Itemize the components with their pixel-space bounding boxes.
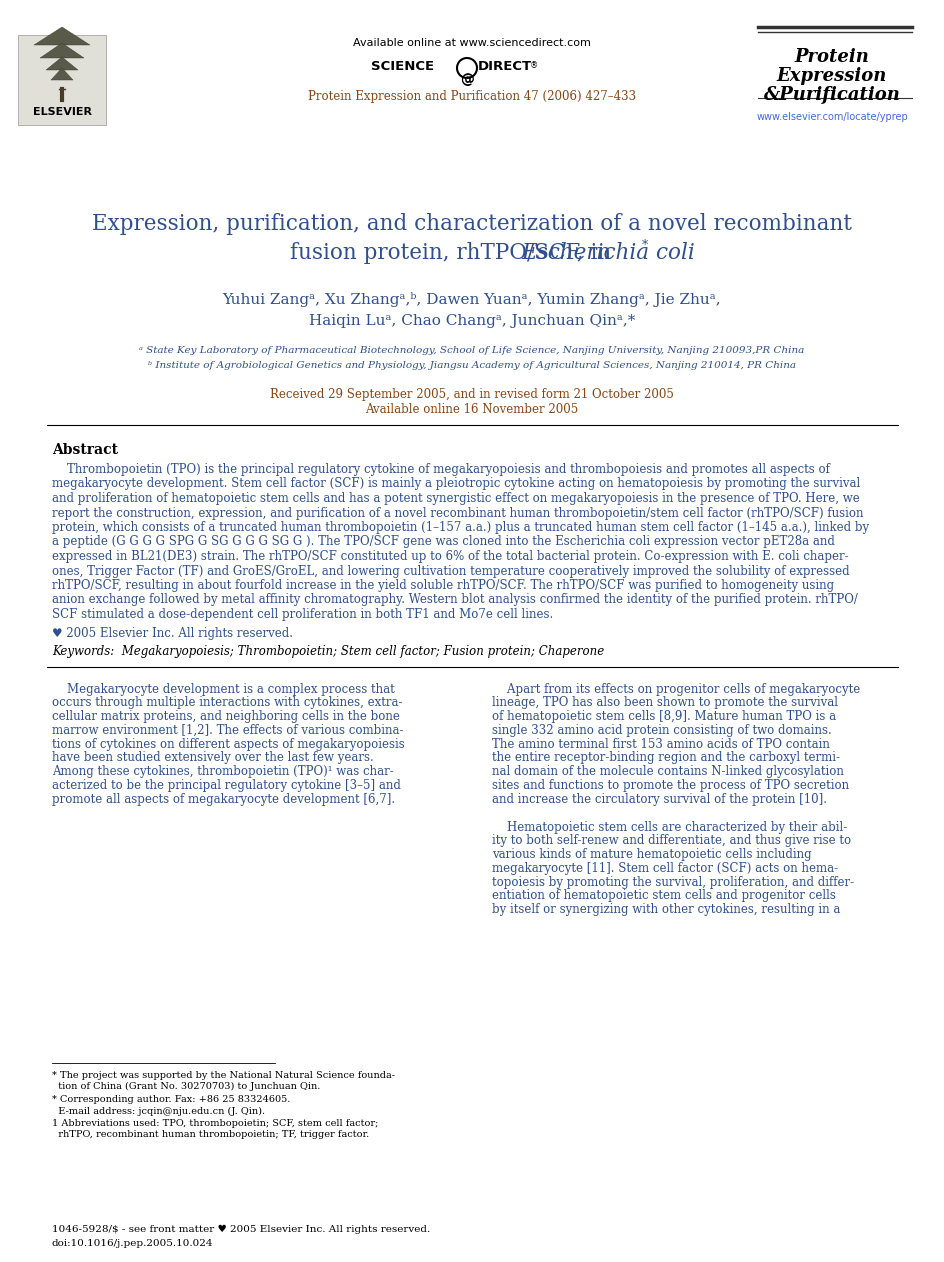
Text: a peptide (G G G G SPG G SG G G G SG G ). The TPO/SCF gene was cloned into the E: a peptide (G G G G SPG G SG G G G SG G )…	[52, 535, 834, 549]
Text: Among these cytokines, thrombopoietin (TPO)¹ was char-: Among these cytokines, thrombopoietin (T…	[52, 765, 394, 779]
Text: by itself or synergizing with other cytokines, resulting in a: by itself or synergizing with other cyto…	[492, 904, 839, 916]
Text: report the construction, expression, and purification of a novel recombinant hum: report the construction, expression, and…	[52, 506, 863, 520]
Text: *: *	[641, 239, 647, 252]
Text: Thrombopoietin (TPO) is the principal regulatory cytokine of megakaryopoiesis an: Thrombopoietin (TPO) is the principal re…	[52, 463, 829, 476]
Text: topoiesis by promoting the survival, proliferation, and differ-: topoiesis by promoting the survival, pro…	[492, 876, 853, 888]
Text: anion exchange followed by metal affinity chromatography. Western blot analysis : anion exchange followed by metal affinit…	[52, 593, 857, 607]
Text: the entire receptor-binding region and the carboxyl termi-: the entire receptor-binding region and t…	[492, 751, 839, 765]
Text: acterized to be the principal regulatory cytokine [3–5] and: acterized to be the principal regulatory…	[52, 779, 400, 793]
Text: 1 Abbreviations used: TPO, thrombopoietin; SCF, stem cell factor;: 1 Abbreviations used: TPO, thrombopoieti…	[52, 1119, 378, 1128]
Polygon shape	[51, 68, 73, 80]
Text: tion of China (Grant No. 30270703) to Junchuan Qin.: tion of China (Grant No. 30270703) to Ju…	[52, 1082, 320, 1092]
Text: fusion protein, rhTPO/SCF, in: fusion protein, rhTPO/SCF, in	[290, 242, 618, 264]
Text: Megakaryocyte development is a complex process that: Megakaryocyte development is a complex p…	[52, 683, 395, 695]
Text: 1046-5928/$ - see front matter ♥ 2005 Elsevier Inc. All rights reserved.: 1046-5928/$ - see front matter ♥ 2005 El…	[52, 1225, 430, 1234]
Text: SCIENCE: SCIENCE	[370, 61, 433, 73]
Text: Available online at www.sciencedirect.com: Available online at www.sciencedirect.co…	[353, 38, 590, 48]
Polygon shape	[34, 27, 90, 45]
Text: entiation of hematopoietic stem cells and progenitor cells: entiation of hematopoietic stem cells an…	[492, 890, 835, 902]
Text: E-mail address: jcqin@nju.edu.cn (J. Qin).: E-mail address: jcqin@nju.edu.cn (J. Qin…	[52, 1107, 265, 1116]
FancyBboxPatch shape	[18, 35, 106, 125]
Text: Protein Expression and Purification 47 (2006) 427–433: Protein Expression and Purification 47 (…	[308, 90, 635, 103]
Polygon shape	[40, 43, 84, 58]
Text: Keywords:  Megakaryopoiesis; Thrombopoietin; Stem cell factor; Fusion protein; C: Keywords: Megakaryopoiesis; Thrombopoiet…	[52, 645, 603, 658]
Text: * The project was supported by the National Natural Science founda-: * The project was supported by the Natio…	[52, 1071, 395, 1080]
Text: have been studied extensively over the last few years.: have been studied extensively over the l…	[52, 751, 374, 765]
Text: Received 29 September 2005, and in revised form 21 October 2005: Received 29 September 2005, and in revis…	[270, 387, 673, 401]
Text: Protein: Protein	[794, 48, 868, 66]
Text: ♥ 2005 Elsevier Inc. All rights reserved.: ♥ 2005 Elsevier Inc. All rights reserved…	[52, 626, 293, 640]
Text: Expression: Expression	[776, 67, 886, 85]
Text: lineage, TPO has also been shown to promote the survival: lineage, TPO has also been shown to prom…	[492, 697, 837, 709]
Text: ity to both self-renew and differentiate, and thus give rise to: ity to both self-renew and differentiate…	[492, 834, 851, 847]
Text: The amino terminal first 153 amino acids of TPO contain: The amino terminal first 153 amino acids…	[492, 738, 829, 751]
Text: Available online 16 November 2005: Available online 16 November 2005	[365, 403, 578, 416]
Text: megakaryocyte [11]. Stem cell factor (SCF) acts on hema-: megakaryocyte [11]. Stem cell factor (SC…	[492, 862, 837, 875]
Text: Yuhui Zangᵃ, Xu Zhangᵃ,ᵇ, Dawen Yuanᵃ, Yumin Zhangᵃ, Jie Zhuᵃ,: Yuhui Zangᵃ, Xu Zhangᵃ,ᵇ, Dawen Yuanᵃ, Y…	[223, 292, 720, 307]
Text: rhTPO/SCF, resulting in about fourfold increase in the yield soluble rhTPO/SCF. : rhTPO/SCF, resulting in about fourfold i…	[52, 579, 834, 592]
Text: @: @	[460, 73, 474, 87]
Text: Apart from its effects on progenitor cells of megakaryocyte: Apart from its effects on progenitor cel…	[492, 683, 859, 695]
Text: protein, which consists of a truncated human thrombopoietin (1–157 a.a.) plus a : protein, which consists of a truncated h…	[52, 521, 868, 534]
Text: nal domain of the molecule contains N-linked glycosylation: nal domain of the molecule contains N-li…	[492, 765, 843, 779]
Text: &Purification: &Purification	[763, 86, 900, 103]
Text: of hematopoietic stem cells [8,9]. Mature human TPO is a: of hematopoietic stem cells [8,9]. Matur…	[492, 711, 835, 723]
Text: various kinds of mature hematopoietic cells including: various kinds of mature hematopoietic ce…	[492, 848, 811, 861]
Text: Escherichia coli: Escherichia coli	[521, 242, 695, 264]
Text: rhTPO, recombinant human thrombopoietin; TF, trigger factor.: rhTPO, recombinant human thrombopoietin;…	[52, 1129, 369, 1140]
Text: sites and functions to promote the process of TPO secretion: sites and functions to promote the proce…	[492, 779, 849, 793]
Text: Abstract: Abstract	[52, 443, 118, 457]
Text: doi:10.1016/j.pep.2005.10.024: doi:10.1016/j.pep.2005.10.024	[52, 1239, 213, 1248]
Text: Haiqin Luᵃ, Chao Changᵃ, Junchuan Qinᵃ,*: Haiqin Luᵃ, Chao Changᵃ, Junchuan Qinᵃ,*	[309, 314, 634, 328]
Text: expressed in BL21(DE3) strain. The rhTPO/SCF constituted up to 6% of the total b: expressed in BL21(DE3) strain. The rhTPO…	[52, 550, 848, 563]
Text: cellular matrix proteins, and neighboring cells in the bone: cellular matrix proteins, and neighborin…	[52, 711, 399, 723]
Text: ᵃ State Key Laboratory of Pharmaceutical Biotechnology, School of Life Science, : ᵃ State Key Laboratory of Pharmaceutical…	[139, 346, 803, 355]
Text: and proliferation of hematopoietic stem cells and has a potent synergistic effec: and proliferation of hematopoietic stem …	[52, 492, 859, 505]
Text: Hematopoietic stem cells are characterized by their abil-: Hematopoietic stem cells are characteriz…	[492, 820, 847, 833]
Text: ones, Trigger Factor (TF) and GroES/GroEL, and lowering cultivation temperature : ones, Trigger Factor (TF) and GroES/GroE…	[52, 564, 849, 578]
Text: single 332 amino acid protein consisting of two domains.: single 332 amino acid protein consisting…	[492, 724, 831, 737]
Polygon shape	[46, 57, 78, 69]
Text: marrow environment [1,2]. The effects of various combina-: marrow environment [1,2]. The effects of…	[52, 724, 403, 737]
Text: www.elsevier.com/locate/yprep: www.elsevier.com/locate/yprep	[755, 112, 907, 122]
Text: ELSEVIER: ELSEVIER	[32, 107, 92, 117]
Text: DIRECT: DIRECT	[478, 61, 531, 73]
Text: ᵇ Institute of Agrobiological Genetics and Physiology, Jiangsu Academy of Agricu: ᵇ Institute of Agrobiological Genetics a…	[148, 361, 795, 370]
Text: ®: ®	[530, 61, 538, 69]
Text: promote all aspects of megakaryocyte development [6,7].: promote all aspects of megakaryocyte dev…	[52, 793, 395, 806]
Text: and increase the circulatory survival of the protein [10].: and increase the circulatory survival of…	[492, 793, 826, 806]
Text: occurs through multiple interactions with cytokines, extra-: occurs through multiple interactions wit…	[52, 697, 402, 709]
Text: * Corresponding author. Fax: +86 25 83324605.: * Corresponding author. Fax: +86 25 8332…	[52, 1095, 290, 1104]
Text: Expression, purification, and characterization of a novel recombinant: Expression, purification, and characteri…	[92, 213, 851, 235]
Text: tions of cytokines on different aspects of megakaryopoiesis: tions of cytokines on different aspects …	[52, 738, 404, 751]
Text: megakaryocyte development. Stem cell factor (SCF) is mainly a pleiotropic cytoki: megakaryocyte development. Stem cell fac…	[52, 477, 859, 491]
Text: SCF stimulated a dose-dependent cell proliferation in both TF1 and Mo7e cell lin: SCF stimulated a dose-dependent cell pro…	[52, 608, 552, 621]
